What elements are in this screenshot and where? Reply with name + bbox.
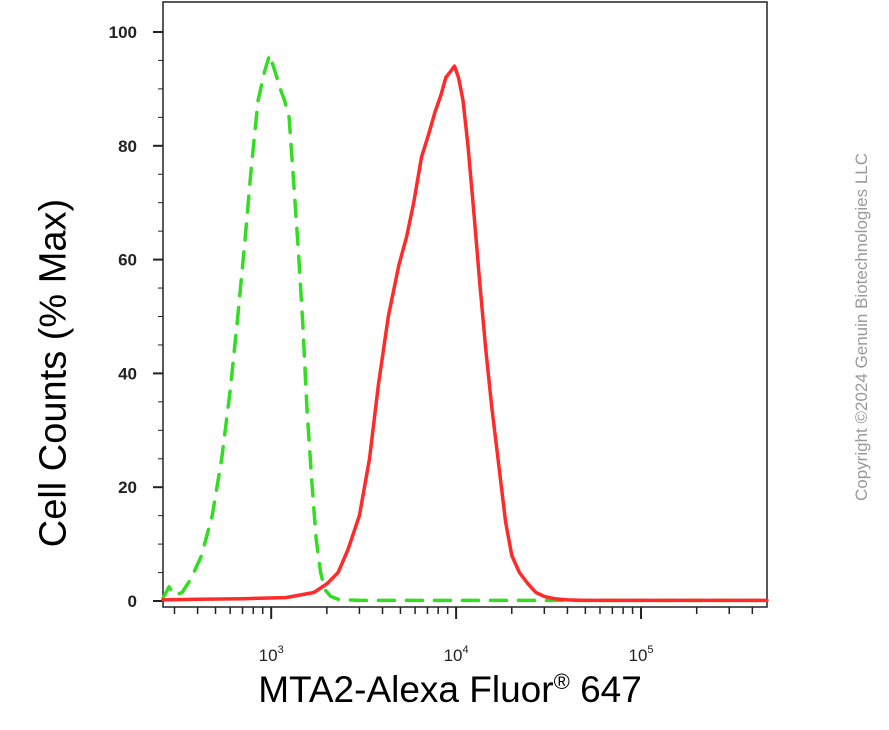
copyright-watermark: Copyright ©2024 Genuin Biotechnologies L… <box>852 152 871 502</box>
x-axis-ticks: 103 104 105 <box>173 607 754 665</box>
y-tick-label: 100 <box>109 23 137 42</box>
y-tick-label: 0 <box>128 592 137 611</box>
plot-frame <box>162 1 768 608</box>
y-tick-label: 80 <box>118 137 137 156</box>
x-axis-label: MTA2-Alexa Fluor® 647 <box>258 669 642 711</box>
registered-mark: ® <box>553 668 570 694</box>
x-axis-label-number: 647 <box>569 669 642 711</box>
x-tick-label: 105 <box>629 644 654 665</box>
x-tick-label: 103 <box>259 644 284 665</box>
y-axis-label: Cell Counts (% Max) <box>32 198 75 548</box>
series-lines <box>161 53 769 603</box>
y-tick-label: 40 <box>118 364 137 383</box>
x-axis-label-main: MTA2-Alexa Fluor <box>258 669 554 711</box>
sample-curve <box>161 64 769 603</box>
y-axis-ticks: 0 20 40 60 80 100 <box>109 23 163 611</box>
isotype-control-curve <box>161 53 769 603</box>
y-tick-label: 20 <box>118 478 137 497</box>
x-tick-label: 104 <box>444 644 469 665</box>
y-tick-label: 60 <box>118 251 137 270</box>
